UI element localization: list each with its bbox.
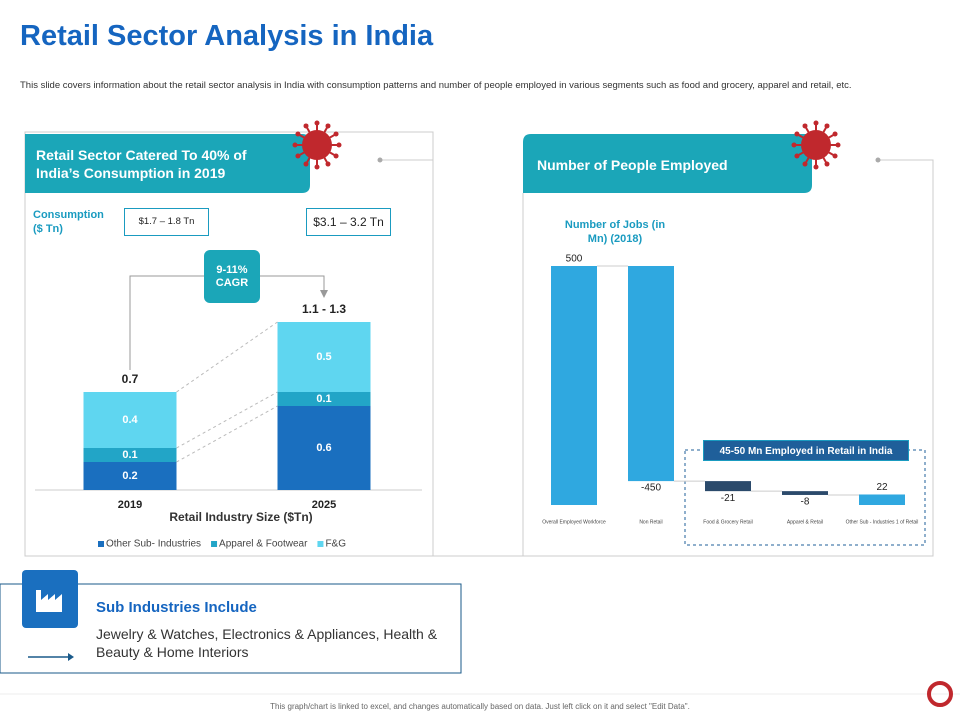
virus-icon (302, 130, 332, 160)
x-tick-label: Food & Grocery Retail (703, 519, 752, 525)
bar-segment (83, 462, 177, 490)
virus-tip (813, 164, 819, 170)
virus-tip (835, 142, 841, 148)
bar-segment (277, 392, 371, 406)
bar-segment (83, 392, 177, 448)
virus-tip (303, 161, 309, 167)
arrow-head (68, 653, 74, 661)
x-tick-label: Non Retail (639, 519, 662, 525)
virus-tip (325, 161, 331, 167)
x-tick-label: 2019 (118, 499, 142, 511)
left-panel (24, 131, 434, 557)
dot (875, 157, 881, 163)
legend-label: Apparel & Footwear (219, 539, 308, 550)
cagr: 9-11% CAGR (204, 250, 260, 303)
virus-tip (791, 142, 797, 148)
virus-tip (303, 123, 309, 129)
virus-tip (325, 123, 331, 129)
virus-tip (832, 131, 838, 137)
value-label: 22 (876, 482, 888, 493)
left-header (25, 134, 310, 193)
virus-tip (813, 120, 819, 126)
x-tick-label: Other Sub - Industries 1 of Retail (846, 519, 919, 525)
virus-tip (314, 120, 320, 126)
panel-title: Retail Sector Catered To 40% of India’s … (36, 147, 247, 181)
cagr-line (260, 275, 325, 292)
sub-text: Jewelry & Watches, Electronics & Applian… (96, 626, 438, 660)
panel-line (523, 159, 934, 557)
connector (176, 405, 278, 463)
value-label: 0.5 (316, 351, 331, 363)
bar-segment (277, 322, 371, 392)
description: This slide covers information about the … (20, 80, 852, 91)
dot (377, 157, 383, 163)
virus-tip (295, 131, 301, 137)
legend-swatch (211, 541, 218, 547)
virus-tip (824, 123, 830, 129)
gear-icon (927, 681, 953, 707)
factory-shape (36, 590, 62, 612)
legend-label: F&G (325, 539, 346, 550)
total-label: 1.1 - 1.3 (302, 302, 346, 316)
value-label: -8 (801, 497, 810, 508)
bar (551, 266, 597, 505)
virus-icon (801, 130, 831, 160)
value-label: -450 (641, 483, 661, 494)
virus-tip (333, 131, 339, 137)
virus-tip (794, 131, 800, 137)
bar (859, 494, 905, 505)
legend-swatch (98, 541, 104, 547)
x-tick-label: Apparel & Retail (787, 519, 823, 525)
x-label: Retail Industry Size ($Tn) (169, 510, 312, 524)
virus-tip (802, 161, 808, 167)
legend-label: Other Sub- Industries (106, 539, 201, 550)
virus-tip (333, 153, 339, 159)
footer: This graph/chart is linked to excel, and… (270, 702, 690, 711)
bar (705, 481, 751, 492)
virus-tip (292, 142, 298, 148)
x-tick-label: Overall Employed Workforce (542, 519, 606, 525)
value-label: 0.2 (122, 470, 137, 482)
bar (628, 266, 674, 482)
virus-tip (794, 153, 800, 159)
total-label: 0.7 (122, 372, 139, 386)
connector (176, 391, 278, 449)
cagr-arrow (320, 290, 328, 298)
bar-segment (83, 448, 177, 462)
virus-tip (824, 161, 830, 167)
y-label: Consumption ($ Tn) (33, 209, 104, 235)
connector (176, 321, 278, 393)
panel-title: Number of People Employed (537, 157, 728, 173)
annotation: 45-50 Mn Employed in Retail in India (703, 440, 909, 461)
value-label: 0.6 (316, 442, 331, 454)
virus-tip (295, 153, 301, 159)
value-label: 0.1 (316, 393, 331, 405)
value-label: 0.1 (122, 449, 137, 461)
legend-swatch (317, 541, 324, 547)
sub-heading: Sub Industries Include (96, 599, 257, 616)
title: Retail Sector Analysis in India (20, 20, 434, 52)
virus-tip (336, 142, 342, 148)
cagr-line (129, 275, 204, 370)
right-header (523, 134, 812, 193)
x-tick-label: 2025 (312, 499, 336, 511)
virus-tip (314, 164, 320, 170)
virus-tip (832, 153, 838, 159)
bar-segment (277, 406, 371, 490)
panel-line (380, 159, 524, 557)
value-label: 500 (566, 254, 583, 265)
value-label: 0.4 (122, 414, 138, 426)
annotation: $1.7 – 1.8 Tn (124, 208, 209, 236)
chart-title: Number of Jobs (in Mn) (2018) (564, 219, 666, 245)
value-label: -21 (721, 493, 736, 504)
virus-tip (802, 123, 808, 129)
sub-box (0, 583, 462, 674)
bar (782, 491, 828, 495)
annotation: $3.1 – 3.2 Tn (306, 208, 391, 236)
